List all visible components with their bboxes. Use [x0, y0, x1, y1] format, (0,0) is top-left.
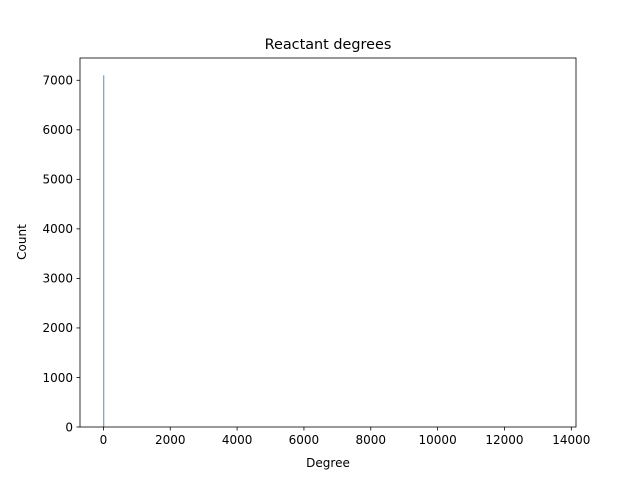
y-tick-label-1: 1000 [42, 371, 73, 385]
x-tick-label-3: 6000 [289, 433, 320, 447]
x-tick-label-5: 10000 [419, 433, 457, 447]
x-tick-label-7: 14000 [552, 433, 590, 447]
x-tick-label-0: 0 [100, 433, 108, 447]
y-axis: 0 1000 2000 3000 4000 5000 6000 7000 [42, 74, 80, 434]
y-tick-label-3: 3000 [42, 272, 73, 286]
y-tick-label-7: 7000 [42, 74, 73, 88]
x-tick-label-2: 4000 [222, 433, 253, 447]
y-tick-label-0: 0 [65, 420, 73, 434]
bars-group [103, 75, 105, 427]
x-tick-label-4: 8000 [356, 433, 387, 447]
y-tick-label-2: 2000 [42, 321, 73, 335]
y-tick-label-6: 6000 [42, 123, 73, 137]
x-axis: 0 2000 4000 6000 8000 10000 12000 14000 [100, 427, 590, 447]
bar-0 [103, 75, 105, 427]
y-axis-label: Count [15, 224, 29, 260]
y-tick-label-4: 4000 [42, 222, 73, 236]
x-axis-label: Degree [306, 456, 350, 470]
plot-frame [79, 57, 577, 428]
y-tick-label-5: 5000 [42, 173, 73, 187]
chart-title: Reactant degrees [265, 37, 392, 53]
x-tick-label-6: 12000 [485, 433, 523, 447]
x-tick-label-1: 2000 [155, 433, 186, 447]
